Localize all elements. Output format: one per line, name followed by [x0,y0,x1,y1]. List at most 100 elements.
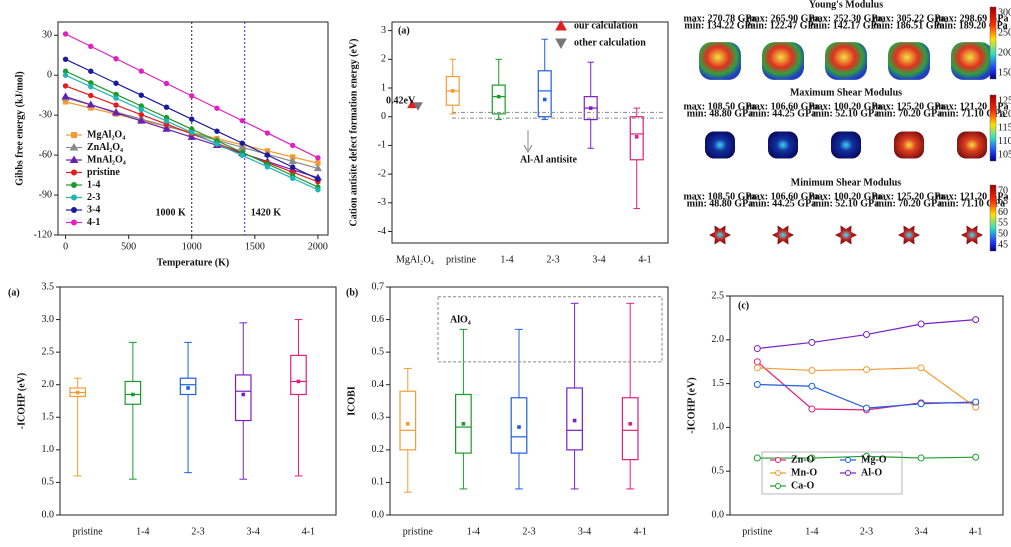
legend-label: our calculation [574,20,638,31]
marker [62,72,69,78]
modulus-surface [835,225,857,245]
y-tick-label: 3 [381,25,386,36]
modulus-surface [888,42,930,80]
marker [163,80,170,87]
box [629,116,644,161]
x-tick-label: 2-3 [546,254,559,265]
marker [113,102,119,108]
modulus-surface [705,131,735,159]
marker [917,454,925,462]
min-label: min: 71.10 GPa [939,108,1005,119]
marker [88,43,94,50]
min-label: min: 44.25 GPa [750,108,816,119]
legend-label: MnAl₂O₄ [87,154,126,165]
max-label: max: 265.90 GPa [746,13,819,24]
marker [775,457,781,463]
modulus-surface [831,131,861,159]
y-tick-label: 0.0 [712,509,725,520]
modulus-surface [957,131,987,159]
row-title: Maximum Shear Modulus [790,87,902,98]
mean [517,425,521,429]
marker [111,108,121,116]
colorbar-tick-label: 250 [998,27,1011,38]
annotation: (b) [346,287,358,298]
min-label: min: 44.25 GPa [750,198,816,209]
marker [189,129,195,136]
box [621,397,639,461]
marker [753,345,761,353]
y-tick-label: 0.2 [372,444,385,455]
legend-label: ZnAl₂O₄ [87,142,123,153]
y-axis-label: Gibbs free energy (kJ/mol) [14,71,25,186]
marker [313,164,322,172]
marker [413,102,423,111]
y-tick-label: 2.0 [42,379,55,390]
colorbar-tick-label: 120 [998,109,1011,120]
colorbar [989,6,997,80]
y-tick-label: 0 [47,70,52,81]
reference-label: 1000 K [155,207,186,218]
marker [71,219,77,226]
min-label: min: 186.51 GPa [873,20,944,31]
y-tick-label: 0.4 [372,379,385,390]
y-tick-label: 0.1 [372,477,385,488]
modulus-surface [898,225,920,245]
annotation: 0.42eV [386,95,416,106]
min-label: min: 70.20 GPa [876,198,942,209]
marker [264,152,271,158]
x-tick-label: 1-4 [805,526,818,537]
min-label: min: 48.80 GPa [687,198,753,209]
max-label: max: 298.69 GPa [935,13,1008,24]
colorbar-tick-label: 55 [998,218,1008,229]
y-tick-label: -1 [378,140,386,151]
y-tick-label: 0.5 [372,346,385,357]
marker [972,316,980,324]
x-tick-label: 3-4 [247,526,260,537]
marker [753,364,761,372]
max-label: max: 100.20 GPa [809,101,882,112]
marker [69,155,79,163]
max-label: max: 125.20 GPa [872,191,945,202]
y-tick-label: 0.7 [372,281,385,292]
marker [288,157,297,165]
colorbar-tick-label: 125 [998,95,1011,106]
y-tick-label: -60 [39,149,52,160]
y-tick-label: 0.0 [42,509,55,520]
marker [162,124,171,132]
marker [62,83,69,89]
plot-frame [729,295,1004,516]
max-label: max: 106.60 GPa [746,191,819,202]
marker [972,398,980,406]
x-tick-label: 4-1 [638,254,651,265]
series-line [757,367,977,408]
y-tick-label: 0.5 [712,465,725,476]
marker [315,176,321,182]
marker [555,19,567,31]
y-tick-label: 0.3 [372,412,385,423]
marker [753,358,761,366]
mean [296,379,301,384]
colorbar-tick-label: 105 [998,149,1011,160]
y-tick-label: 0.5 [42,477,55,488]
marker [264,164,271,170]
colorbar-tick-label: 70 [998,185,1008,196]
x-tick-label: 500 [121,241,136,252]
modulus-surface [772,225,794,245]
colorbar-tick-label: 50 [998,228,1008,239]
min-label: min: 134.22 GPa [684,20,755,31]
marker [62,56,69,62]
reference-label: 1420 K [251,207,282,218]
marker [71,182,77,188]
highlight-box [437,296,663,363]
legend-label: Zn-O [791,454,815,465]
y-tick-label: 2.5 [712,290,725,301]
y-tick-label: -3 [378,197,386,208]
marker [917,364,925,372]
y-tick-label: -2 [378,168,386,179]
marker [289,142,296,149]
marker [753,454,761,462]
y-tick-label: -4 [378,226,386,237]
modulus-surface [894,131,924,159]
marker [775,483,781,489]
mean [634,135,639,139]
